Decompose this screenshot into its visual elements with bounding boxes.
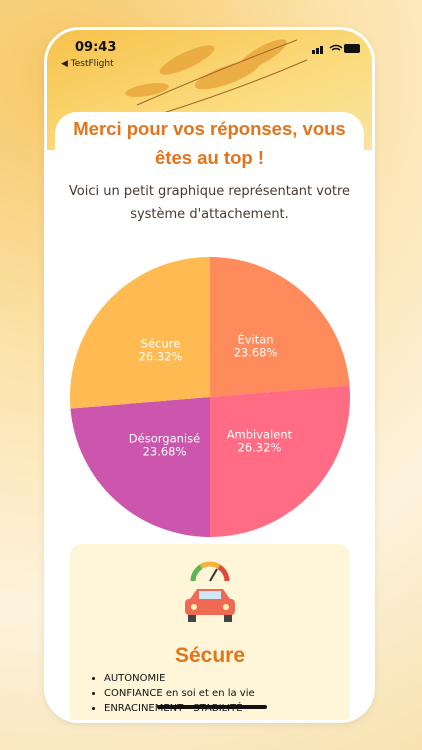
pie-chart: Évitan23.68%Ambivalent26.32%Désorganisé2… <box>70 257 350 537</box>
trait-list: AUTONOMIECONFIANCE en soi et en la vieEN… <box>88 671 255 716</box>
status-time: 09:43 <box>75 40 117 55</box>
page-title: Merci pour vos réponses, vous êtes au to… <box>73 118 346 168</box>
page-subtitle: Voici un petit graphique représentant vo… <box>68 184 351 222</box>
header-decor <box>125 39 308 116</box>
home-indicator <box>157 705 267 709</box>
slice-label: Désorganisé <box>129 431 200 445</box>
slice-label: Évitan <box>237 332 273 347</box>
card-title: Sécure <box>174 644 246 667</box>
slice-value: 23.68% <box>143 444 187 458</box>
result-card: Sécure AUTONOMIECONFIANCE en soi et en l… <box>70 544 350 720</box>
pie-slice <box>210 385 350 537</box>
pie-slice <box>70 397 210 537</box>
trait-item: CONFIANCE en soi et en la vie <box>104 686 255 701</box>
phone: 09:43 ◀ TestFlight Merci pour vos répons… <box>47 30 372 720</box>
slice-label: Sécure <box>141 336 181 350</box>
car-icon <box>185 561 235 622</box>
slice-value: 26.32% <box>238 441 282 455</box>
back-link[interactable]: ◀ TestFlight <box>61 59 114 69</box>
slice-value: 23.68% <box>234 346 278 360</box>
slice-value: 26.32% <box>139 349 183 363</box>
slice-label: Ambivalent <box>227 428 293 442</box>
trait-item: AUTONOMIE <box>104 671 255 686</box>
pie-slice <box>70 257 210 409</box>
pie-slice <box>210 257 350 397</box>
status-icons <box>312 44 360 54</box>
